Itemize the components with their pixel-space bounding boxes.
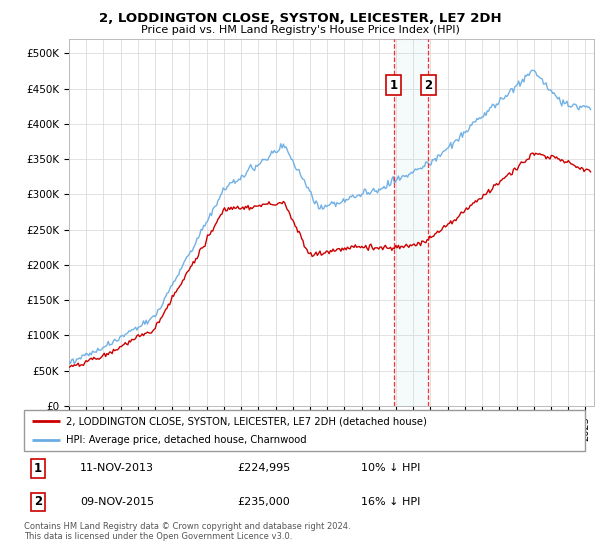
Text: Contains HM Land Registry data © Crown copyright and database right 2024.
This d: Contains HM Land Registry data © Crown c… [24,522,350,542]
Text: 2, LODDINGTON CLOSE, SYSTON, LEICESTER, LE7 2DH (detached house): 2, LODDINGTON CLOSE, SYSTON, LEICESTER, … [66,417,427,426]
Text: £235,000: £235,000 [237,497,290,507]
Bar [394,39,428,406]
Text: 11-NOV-2013: 11-NOV-2013 [80,464,154,473]
Text: 16% ↓ HPI: 16% ↓ HPI [361,497,420,507]
Text: HPI: Average price, detached house, Charnwood: HPI: Average price, detached house, Char… [66,435,307,445]
Text: 2, LODDINGTON CLOSE, SYSTON, LEICESTER, LE7 2DH: 2, LODDINGTON CLOSE, SYSTON, LEICESTER, … [98,12,502,25]
Text: 1: 1 [390,78,398,91]
Text: 2: 2 [34,496,42,508]
Text: 09-NOV-2015: 09-NOV-2015 [80,497,154,507]
Text: Price paid vs. HM Land Registry's House Price Index (HPI): Price paid vs. HM Land Registry's House … [140,25,460,35]
Text: 1: 1 [34,462,42,475]
Text: 10% ↓ HPI: 10% ↓ HPI [361,464,420,473]
Text: £224,995: £224,995 [237,464,290,473]
Text: 2: 2 [424,78,433,91]
